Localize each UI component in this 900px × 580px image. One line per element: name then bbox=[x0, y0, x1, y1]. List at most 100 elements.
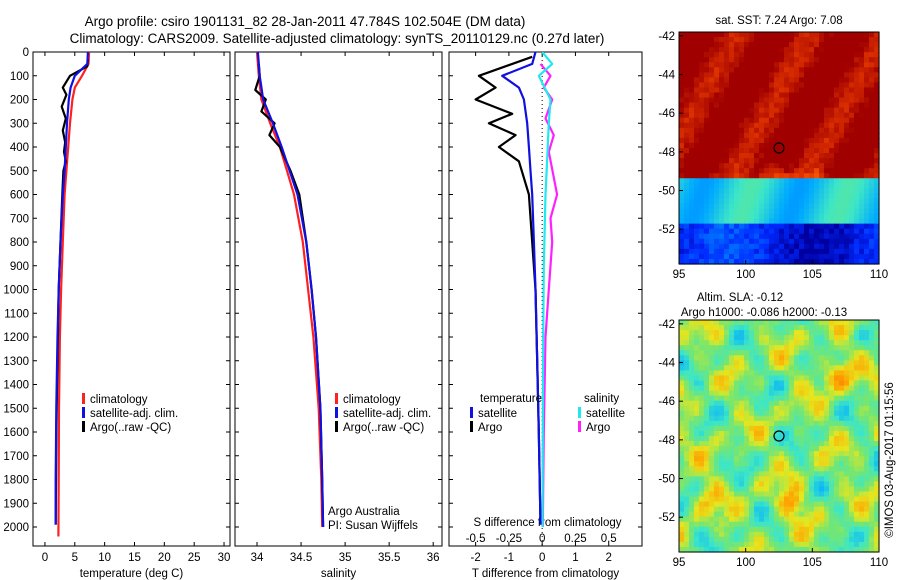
heatmap-cell bbox=[804, 511, 810, 518]
heatmap-cell bbox=[854, 82, 860, 89]
heatmap-cell bbox=[869, 107, 875, 114]
heatmap-cell bbox=[869, 456, 875, 462]
heatmap-cell bbox=[779, 233, 785, 240]
heatmap-cell bbox=[754, 461, 760, 467]
heatmap-cell bbox=[774, 253, 780, 260]
heatmap-cell bbox=[714, 243, 720, 250]
heatmap-cell bbox=[864, 380, 870, 387]
heatmap-cell bbox=[744, 223, 750, 230]
heatmap-cell bbox=[719, 425, 725, 432]
heatmap-cell bbox=[724, 258, 730, 265]
heatmap-cell bbox=[834, 481, 840, 488]
heatmap-cell bbox=[729, 461, 735, 467]
heatmap-cell bbox=[744, 77, 750, 84]
heatmap-cell bbox=[754, 148, 760, 154]
heatmap-cell bbox=[804, 238, 810, 245]
heatmap-cell bbox=[704, 506, 710, 513]
heatmap-cell bbox=[814, 415, 820, 422]
heatmap-cell bbox=[849, 122, 855, 129]
heatmap-cell bbox=[779, 82, 785, 89]
heatmap-cell bbox=[819, 188, 825, 194]
heatmap-cell bbox=[799, 461, 805, 467]
heatmap-cell bbox=[804, 178, 810, 184]
heatmap-cell bbox=[854, 203, 860, 210]
heatmap-cell bbox=[709, 350, 715, 356]
heatmap-cell bbox=[864, 456, 870, 462]
heatmap-cell bbox=[824, 77, 830, 84]
heatmap-cell bbox=[699, 370, 705, 377]
heatmap-cell bbox=[849, 188, 855, 194]
heatmap-cell bbox=[799, 526, 805, 533]
heatmap-cell bbox=[859, 97, 865, 104]
heatmap-cell bbox=[799, 395, 805, 402]
heatmap-cell bbox=[799, 491, 805, 498]
heatmap-cell bbox=[819, 148, 825, 154]
heatmap-cell bbox=[809, 122, 815, 129]
heatmap-cell bbox=[699, 102, 705, 109]
heatmap-cell bbox=[689, 228, 695, 235]
heatmap-cell bbox=[734, 335, 740, 341]
heatmap-cell bbox=[839, 37, 845, 43]
heatmap-cell bbox=[724, 132, 730, 139]
heatmap-cell bbox=[749, 92, 755, 99]
heatmap-cell bbox=[719, 516, 725, 523]
heatmap-cell bbox=[864, 365, 870, 372]
heatmap-cell bbox=[784, 461, 790, 467]
heatmap-cell bbox=[694, 491, 700, 498]
heatmap-cell bbox=[719, 330, 725, 336]
heatmap-cell bbox=[764, 496, 770, 503]
heatmap-cell bbox=[869, 350, 875, 356]
heatmap-cell bbox=[799, 122, 805, 129]
heatmap-cell bbox=[854, 32, 860, 38]
heatmap-cell bbox=[844, 541, 850, 548]
heatmap-cell bbox=[729, 193, 735, 200]
heatmap-cell bbox=[709, 506, 715, 513]
heatmap-cell bbox=[709, 375, 715, 382]
heatmap-cell bbox=[874, 248, 880, 255]
heatmap-cell bbox=[809, 112, 815, 119]
heatmap-cell bbox=[874, 390, 880, 397]
heatmap-cell bbox=[724, 441, 730, 447]
heatmap-cell bbox=[829, 218, 835, 225]
heatmap-cell bbox=[814, 92, 820, 99]
heatmap-cell bbox=[784, 486, 790, 493]
heatmap-cell bbox=[719, 97, 725, 104]
heatmap-cell bbox=[714, 92, 720, 99]
heatmap-cell bbox=[739, 471, 745, 477]
legend-swatch bbox=[82, 407, 85, 418]
heatmap-cell bbox=[739, 32, 745, 38]
heatmap-cell bbox=[819, 117, 825, 124]
heatmap-cell bbox=[709, 127, 715, 134]
heatmap-cell bbox=[829, 193, 835, 200]
heatmap-cell bbox=[704, 360, 710, 366]
heatmap-cell bbox=[859, 107, 865, 114]
heatmap-cell bbox=[734, 345, 740, 351]
heatmap-cell bbox=[844, 218, 850, 225]
heatmap-cell bbox=[854, 486, 860, 493]
heatmap-cell bbox=[844, 213, 850, 220]
heatmap-cell bbox=[794, 42, 800, 48]
heatmap-cell bbox=[689, 441, 695, 447]
heatmap-cell bbox=[779, 340, 785, 346]
heatmap-cell bbox=[759, 52, 765, 58]
heatmap-cell bbox=[859, 158, 865, 164]
heatmap-cell bbox=[699, 521, 705, 528]
heatmap-cell bbox=[749, 430, 755, 437]
heatmap-cell bbox=[729, 355, 735, 361]
heatmap-cell bbox=[819, 248, 825, 255]
heatmap-cell bbox=[789, 546, 795, 553]
heatmap-cell bbox=[784, 117, 790, 124]
heatmap-cell bbox=[874, 243, 880, 250]
heatmap-cell bbox=[719, 82, 725, 89]
heatmap-cell bbox=[834, 168, 840, 174]
heatmap-cell bbox=[789, 92, 795, 99]
heatmap-cell bbox=[689, 137, 695, 144]
heatmap-cell bbox=[764, 72, 770, 78]
heatmap-cell bbox=[839, 62, 845, 68]
heatmap-cell bbox=[704, 142, 710, 149]
heatmap-cell bbox=[714, 67, 720, 73]
heatmap-cell bbox=[799, 546, 805, 553]
heatmap-cell bbox=[864, 526, 870, 533]
heatmap-cell bbox=[809, 546, 815, 553]
heatmap-cell bbox=[854, 516, 860, 523]
